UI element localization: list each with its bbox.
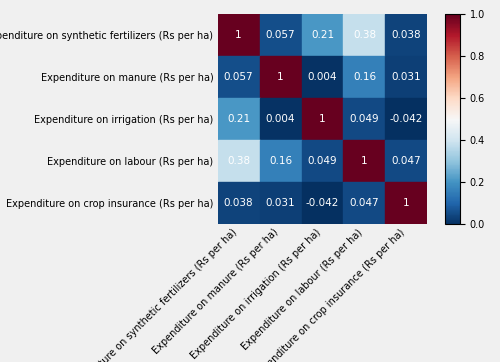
Text: 1: 1 bbox=[361, 156, 368, 167]
Text: 0.38: 0.38 bbox=[353, 30, 376, 41]
Bar bbox=[344, 56, 386, 98]
Bar bbox=[260, 14, 302, 56]
Bar bbox=[302, 56, 344, 98]
Text: 0.031: 0.031 bbox=[266, 198, 296, 209]
Text: 0.038: 0.038 bbox=[224, 198, 254, 209]
Text: -0.042: -0.042 bbox=[306, 198, 339, 209]
Bar bbox=[302, 14, 344, 56]
Bar bbox=[260, 182, 302, 224]
Bar bbox=[344, 140, 386, 182]
Text: 0.049: 0.049 bbox=[308, 156, 338, 167]
Bar bbox=[386, 56, 428, 98]
Bar bbox=[302, 140, 344, 182]
Bar bbox=[386, 182, 428, 224]
Bar bbox=[260, 98, 302, 140]
Bar bbox=[218, 56, 260, 98]
Bar bbox=[386, 14, 428, 56]
Bar bbox=[260, 56, 302, 98]
Text: 0.031: 0.031 bbox=[392, 72, 422, 83]
Bar bbox=[218, 140, 260, 182]
Bar bbox=[302, 98, 344, 140]
Text: -0.042: -0.042 bbox=[390, 114, 423, 125]
Bar bbox=[344, 14, 386, 56]
Bar bbox=[344, 182, 386, 224]
Bar bbox=[386, 98, 428, 140]
Text: 0.047: 0.047 bbox=[350, 198, 380, 209]
Text: 1: 1 bbox=[277, 72, 284, 83]
Text: 0.038: 0.038 bbox=[392, 30, 422, 41]
Bar bbox=[386, 140, 428, 182]
Text: 1: 1 bbox=[319, 114, 326, 125]
Text: 1: 1 bbox=[403, 198, 410, 209]
Text: 0.16: 0.16 bbox=[353, 72, 376, 83]
Bar bbox=[218, 14, 260, 56]
Text: 0.21: 0.21 bbox=[227, 114, 250, 125]
Text: 0.057: 0.057 bbox=[224, 72, 254, 83]
Text: 0.38: 0.38 bbox=[227, 156, 250, 167]
Text: 0.004: 0.004 bbox=[266, 114, 296, 125]
Text: 0.21: 0.21 bbox=[311, 30, 334, 41]
Text: 0.049: 0.049 bbox=[350, 114, 380, 125]
Text: 1: 1 bbox=[235, 30, 242, 41]
Bar bbox=[218, 182, 260, 224]
Bar bbox=[218, 98, 260, 140]
Bar bbox=[260, 140, 302, 182]
Text: 0.16: 0.16 bbox=[269, 156, 292, 167]
Text: 0.004: 0.004 bbox=[308, 72, 337, 83]
Bar bbox=[344, 98, 386, 140]
Bar bbox=[302, 182, 344, 224]
Text: 0.047: 0.047 bbox=[392, 156, 422, 167]
Text: 0.057: 0.057 bbox=[266, 30, 296, 41]
